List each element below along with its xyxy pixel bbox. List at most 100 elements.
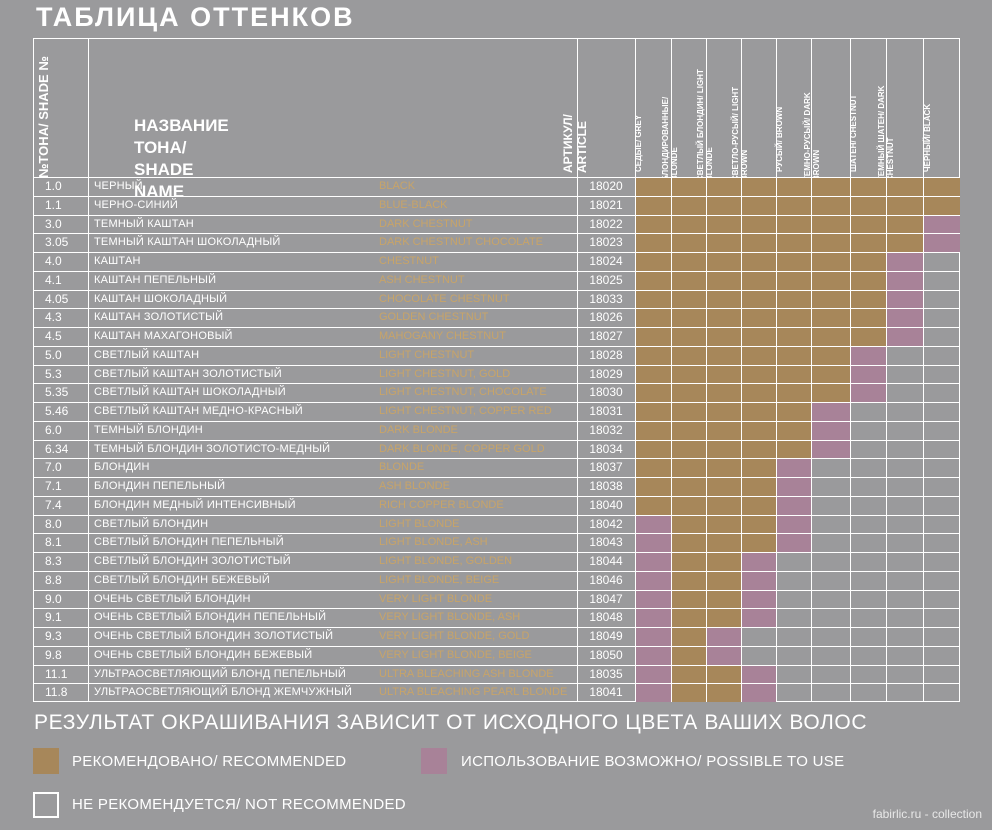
cell-recommended xyxy=(672,665,706,684)
cell-possible xyxy=(707,646,741,665)
column-divider xyxy=(923,38,924,702)
cell-possible xyxy=(742,590,776,609)
row-tone-number: 8.1 xyxy=(45,535,62,550)
legend-not-recommended-label: НЕ РЕКОМЕНДУЕТСЯ/ NOT RECOMMENDED xyxy=(72,796,406,813)
cell-recommended xyxy=(707,609,741,627)
cell-recommended xyxy=(851,328,886,346)
cell-recommended xyxy=(636,403,671,421)
cell-possible xyxy=(742,684,776,702)
cell-recommended xyxy=(636,365,671,384)
column-divider xyxy=(88,38,89,702)
cell-recommended xyxy=(742,346,776,365)
row-name-ru: КАШТАН ЗОЛОТИСТЫЙ xyxy=(94,311,224,324)
row-divider xyxy=(33,664,960,666)
header-base-color-4: РУСЫЙ/ BROWN xyxy=(774,106,784,172)
row-name-ru: ЧЕРНО-СИНИЙ xyxy=(94,198,178,211)
cell-possible xyxy=(636,609,671,627)
column-divider xyxy=(850,38,851,702)
cell-recommended xyxy=(777,215,811,234)
row-name-en: BLONDE xyxy=(379,461,425,474)
cell-possible xyxy=(777,515,811,534)
cell-recommended xyxy=(777,253,811,271)
cell-recommended xyxy=(742,290,776,309)
column-divider xyxy=(706,38,707,702)
row-name-en: ASH CHESTNUT xyxy=(379,273,465,286)
cell-recommended xyxy=(707,440,741,459)
row-name-ru: ТЕМНЫЙ БЛОНДИН xyxy=(94,423,203,436)
cell-possible xyxy=(777,459,811,477)
cell-recommended xyxy=(672,515,706,534)
cell-recommended xyxy=(672,346,706,365)
cell-recommended xyxy=(672,328,706,346)
cell-recommended xyxy=(851,196,886,215)
cell-recommended xyxy=(672,421,706,440)
cell-recommended xyxy=(777,309,811,327)
row-name-en: DARK BLONDE xyxy=(379,423,458,436)
cell-recommended xyxy=(887,234,923,252)
row-divider xyxy=(33,177,960,178)
cell-possible xyxy=(636,590,671,609)
row-name-ru: СВЕТЛЫЙ БЛОНДИН БЕЖЕВЫЙ xyxy=(94,573,270,586)
row-name-ru: БЛОНДИН МЕДНЫЙ ИНТЕНСИВНЫЙ xyxy=(94,498,296,511)
row-divider xyxy=(33,645,960,647)
cell-recommended xyxy=(672,590,706,609)
cell-recommended xyxy=(887,215,923,234)
header-base-color-1: БЛОНДИРОВАННЫЕ/ BLONDE xyxy=(660,96,679,181)
row-name-en: LIGHT BLONDE xyxy=(379,517,460,530)
header-base-color-8: ЧЕРНЫЙ/ BLACK xyxy=(922,103,932,172)
header-base-color-6: ШАТЕН/ CHESTNUT xyxy=(849,94,858,172)
cell-recommended xyxy=(636,253,671,271)
cell-recommended xyxy=(672,365,706,384)
row-tone-number: 5.46 xyxy=(45,404,69,418)
cell-recommended xyxy=(777,365,811,384)
cell-recommended xyxy=(672,178,706,196)
row-name-ru: СВЕТЛЫЙ БЛОНДИН ЗОЛОТИСТЫЙ xyxy=(94,555,291,567)
cell-recommended xyxy=(636,496,671,515)
legend-recommended-swatch xyxy=(33,748,59,774)
row-article: 18021 xyxy=(589,197,623,212)
row-divider xyxy=(33,252,960,253)
row-name-ru: СВЕТЛЫЙ БЛОНДИН ПЕПЕЛЬНЫЙ xyxy=(94,536,284,549)
cell-recommended xyxy=(707,478,741,496)
cell-recommended xyxy=(707,215,741,234)
row-tone-number: 7.4 xyxy=(45,497,62,512)
row-divider xyxy=(33,195,960,197)
header-article: АРТИКУЛ/ ARTICLE xyxy=(561,114,589,173)
cell-possible xyxy=(777,478,811,496)
row-article: 18022 xyxy=(589,216,623,231)
header-tone-number: №ТОНА/ SHADE № xyxy=(36,56,51,178)
column-divider xyxy=(776,38,777,702)
row-tone-number: 6.0 xyxy=(45,422,62,437)
cell-recommended xyxy=(812,309,850,327)
row-article: 18037 xyxy=(589,460,623,475)
cell-recommended xyxy=(707,684,741,702)
cell-recommended xyxy=(742,328,776,346)
row-tone-number: 5.0 xyxy=(45,347,62,362)
row-name-ru: ТЕМНЫЙ КАШТАН xyxy=(94,217,194,230)
cell-recommended xyxy=(777,290,811,309)
cell-possible xyxy=(851,346,886,365)
cell-recommended xyxy=(777,403,811,421)
cell-possible xyxy=(742,665,776,684)
row-name-ru: БЛОНДИН ПЕПЕЛЬНЫЙ xyxy=(94,480,226,492)
cell-recommended xyxy=(707,178,741,196)
cell-recommended xyxy=(707,196,741,215)
cell-possible xyxy=(707,628,741,646)
cell-possible xyxy=(887,271,923,290)
row-article: 18026 xyxy=(589,310,623,325)
header-shade-name: НАЗВАНИЕ ТОНА/SHADE NAME xyxy=(134,116,229,201)
cell-recommended xyxy=(707,590,741,609)
row-article: 18034 xyxy=(589,441,623,456)
cell-recommended xyxy=(636,290,671,309)
column-divider xyxy=(741,38,742,702)
cell-possible xyxy=(636,628,671,646)
cell-recommended xyxy=(636,478,671,496)
row-article: 18025 xyxy=(589,272,623,287)
legend-possible-label: ИСПОЛЬЗОВАНИЕ ВОЗМОЖНО/ POSSIBLE TO USE xyxy=(461,753,845,770)
cell-recommended xyxy=(777,196,811,215)
row-name-en: CHOCOLATE CHESTNUT xyxy=(379,292,510,305)
cell-recommended xyxy=(777,346,811,365)
row-name-ru: ЧЕРНЫЙ xyxy=(94,180,143,192)
cell-recommended xyxy=(672,215,706,234)
row-name-en: LIGHT CHESTNUT xyxy=(379,348,475,361)
